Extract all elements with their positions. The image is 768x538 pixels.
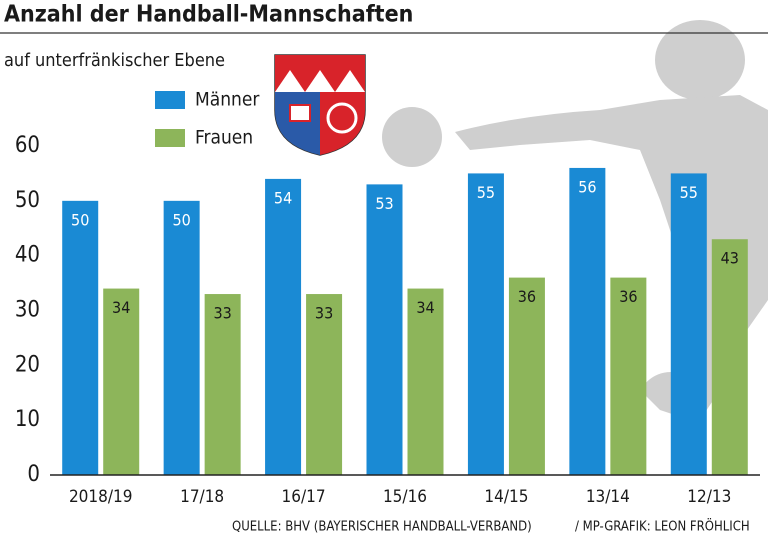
- value-label: 36: [619, 287, 637, 306]
- legend-label: Frauen: [195, 127, 253, 149]
- bar: [610, 277, 647, 475]
- y-tick-label: 50: [15, 188, 40, 213]
- bar: [407, 288, 444, 475]
- coat-of-arms: [274, 54, 366, 156]
- bar: [103, 288, 140, 475]
- credit: / MP-GRAFIK: LEON FRÖHLICH: [575, 518, 750, 535]
- value-label: 56: [578, 177, 596, 196]
- value-label: 50: [71, 210, 89, 229]
- x-tick-label: 15/16: [383, 487, 427, 507]
- bar: [306, 294, 343, 475]
- y-tick-label: 0: [27, 462, 40, 487]
- legend-swatch: [155, 91, 185, 109]
- x-tick-label: 12/13: [687, 487, 731, 507]
- value-label: 33: [213, 304, 231, 323]
- x-tick-label: 2018/19: [69, 487, 133, 507]
- source: QUELLE: BHV (BAYERISCHER HANDBALL-VERBAN…: [232, 520, 532, 535]
- x-tick-label: 13/14: [586, 487, 630, 507]
- legend-label: Männer: [195, 89, 260, 111]
- bar: [711, 239, 748, 475]
- bar: [467, 173, 504, 475]
- bar: [569, 167, 606, 475]
- bar: [508, 277, 545, 475]
- y-tick-label: 10: [15, 407, 40, 432]
- bar: [163, 200, 200, 476]
- legend-swatch: [155, 129, 185, 147]
- y-tick-label: 40: [15, 243, 40, 268]
- x-tick-label: 17/18: [180, 487, 224, 507]
- bar: [366, 184, 403, 475]
- y-tick-label: 20: [15, 352, 40, 377]
- value-label: 50: [172, 210, 190, 229]
- y-tick-label: 60: [15, 133, 40, 158]
- value-label: 55: [477, 183, 495, 202]
- x-tick-label: 16/17: [282, 487, 326, 507]
- value-label: 34: [112, 298, 130, 317]
- x-tick-label: 14/15: [484, 487, 528, 507]
- value-label: 34: [416, 298, 434, 317]
- value-label: 33: [315, 304, 333, 323]
- value-label: 53: [375, 194, 393, 213]
- value-label: 55: [680, 183, 698, 202]
- value-label: 54: [274, 188, 292, 207]
- bar: [265, 178, 302, 475]
- value-label: 36: [518, 287, 536, 306]
- bar: [62, 200, 99, 476]
- chart-title: Anzahl der Handball-Mannschaften: [4, 2, 413, 28]
- chart-subtitle: auf unterfränkischer Ebene: [4, 50, 225, 71]
- y-tick-label: 30: [15, 298, 40, 323]
- bar: [204, 294, 241, 475]
- bar: [670, 173, 707, 475]
- value-label: 43: [721, 249, 739, 268]
